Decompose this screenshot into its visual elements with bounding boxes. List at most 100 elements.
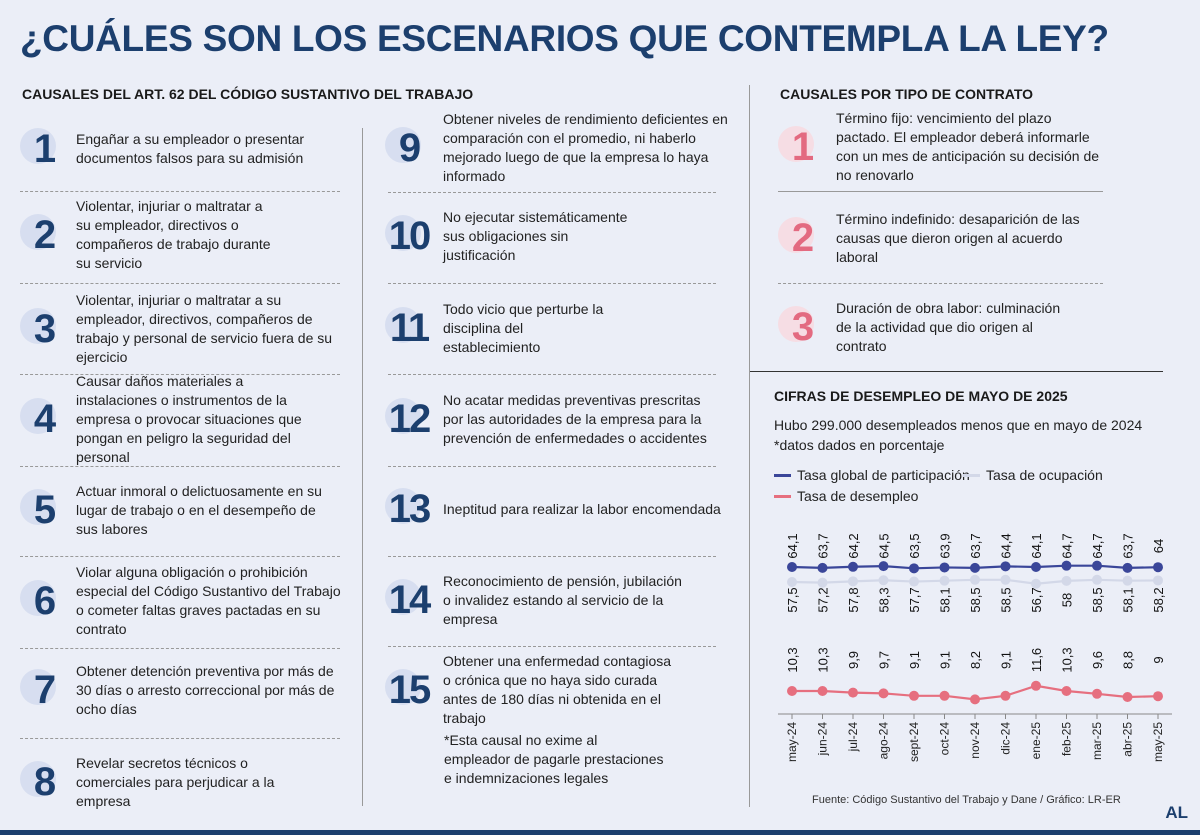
right-heading: CAUSALES POR TIPO DE CONTRATO xyxy=(780,86,1034,102)
data-point xyxy=(909,576,919,587)
data-point xyxy=(1122,575,1133,586)
data-point xyxy=(1061,560,1072,571)
data-point xyxy=(1000,561,1011,572)
number-badge: 15 xyxy=(385,666,433,714)
causal-item-1: 1 Engañar a su empleador o presentar doc… xyxy=(20,125,350,173)
legend-label: Tasa global de participación xyxy=(797,467,970,483)
causal-item-5: 5 Actuar inmoral o delictuosamente en su… xyxy=(20,483,350,537)
x-tick-label: mar-25 xyxy=(1090,722,1104,760)
data-label: 63,5 xyxy=(907,533,922,558)
data-label: 64,7 xyxy=(1060,533,1075,558)
data-label: 10,3 xyxy=(785,647,800,672)
causal-text: Violar alguna obligación o prohibición e… xyxy=(76,564,341,637)
x-tick-label: ago-24 xyxy=(877,722,891,760)
chart-heading: CIFRAS DE DESEMPLEO DE MAYO DE 2025 xyxy=(774,388,1068,404)
data-point xyxy=(1031,562,1041,572)
causal-text: Ineptitud para realizar la labor encomen… xyxy=(443,500,721,517)
data-point xyxy=(1061,575,1072,586)
data-label: 64 xyxy=(1151,539,1166,553)
causal-text: No ejecutar sistemáticamente sus obligac… xyxy=(443,208,628,263)
divider xyxy=(388,646,716,647)
divider xyxy=(20,191,340,192)
number-badge: 1 xyxy=(20,125,68,173)
causal-item-9: 9 Obtener niveles de rendimiento deficie… xyxy=(385,111,740,184)
data-label: 8,2 xyxy=(968,651,983,669)
contrato-text: Duración de obra labor: culminación de l… xyxy=(836,299,1061,354)
divider xyxy=(388,192,716,193)
data-label: 9,9 xyxy=(846,651,861,669)
data-label: 64,7 xyxy=(1090,533,1105,558)
x-tick-label: jun-24 xyxy=(816,722,830,757)
number-badge: 6 xyxy=(20,577,68,625)
data-label: 9 xyxy=(1151,656,1166,663)
data-label: 9,1 xyxy=(938,651,953,669)
x-tick-label: may-24 xyxy=(785,722,799,762)
number-badge: 10 xyxy=(385,212,433,260)
data-label: 64,5 xyxy=(877,533,892,558)
data-label: 63,7 xyxy=(816,533,831,558)
causal-text: Actuar inmoral o delictuosamente en su l… xyxy=(76,482,322,537)
x-tick-label: feb-25 xyxy=(1060,722,1074,756)
divider xyxy=(20,466,340,467)
causal-item-8: 8 Revelar secretos técnicos o comerciale… xyxy=(20,755,350,809)
number-badge: 2 xyxy=(778,214,826,262)
line-chart: may-24 jun-24 jul-24 ago-24 sept-24 oct-24 nov… xyxy=(778,533,1172,762)
data-label: 10,3 xyxy=(1060,647,1075,672)
data-point xyxy=(909,690,919,701)
causal-text: Reconocimiento de pensión, jubilación o … xyxy=(443,572,682,627)
causal-text: No acatar medidas preventivas prescritas… xyxy=(443,391,707,446)
causal-text: Obtener una enfermedad contagiosa o crón… xyxy=(443,653,672,726)
data-point xyxy=(1000,690,1011,701)
x-tick-label: dic-24 xyxy=(999,722,1013,755)
section-divider xyxy=(749,85,750,807)
data-label: 10,3 xyxy=(816,647,831,672)
legend-item-participacion: Tasa global de participación xyxy=(774,467,970,483)
causal-text: Todo vicio que perturbe la disciplina de… xyxy=(443,300,604,355)
data-label: 58,5 xyxy=(1090,587,1105,612)
data-label: 58,3 xyxy=(877,587,892,612)
data-label: 63,7 xyxy=(968,533,983,558)
number-badge: 13 xyxy=(385,485,433,533)
data-point xyxy=(1122,692,1133,702)
x-tick-label: may-25 xyxy=(1151,722,1165,762)
data-label: 64,1 xyxy=(1029,533,1044,558)
divider xyxy=(750,371,1163,372)
causal-text: Engañar a su empleador o presentar docum… xyxy=(76,131,305,166)
legend-item-desempleo: Tasa de desempleo xyxy=(774,488,918,504)
causal-item-15: 15 Obtener una enfermedad contagiosa o c… xyxy=(385,653,735,726)
data-point xyxy=(878,688,889,699)
chart-note: *datos dados en porcentaje xyxy=(774,437,945,453)
data-label: 63,9 xyxy=(938,533,953,558)
divider xyxy=(388,283,716,284)
number-badge: 2 xyxy=(20,211,68,259)
data-label: 9,1 xyxy=(907,651,922,669)
data-point xyxy=(787,562,797,572)
data-point xyxy=(970,574,980,585)
causal-item-6: 6 Violar alguna obligación o prohibición… xyxy=(20,564,360,637)
data-point xyxy=(1092,574,1102,585)
column-divider xyxy=(362,128,363,806)
data-point xyxy=(970,562,980,573)
x-tick-label: jul-24 xyxy=(846,722,860,753)
data-label: 58,5 xyxy=(999,587,1014,612)
legend-item-ocupacion: Tasa de ocupación xyxy=(963,467,1103,483)
data-point xyxy=(878,561,889,572)
chart-subtitle: Hubo 299.000 desempleados menos que en m… xyxy=(774,417,1143,433)
x-tick-label: nov-24 xyxy=(968,722,982,759)
number-badge: 3 xyxy=(20,305,68,353)
data-label: 58 xyxy=(1060,593,1075,607)
number-badge: 5 xyxy=(20,486,68,534)
causal-item-4: 4 Causar daños materiales a instalacione… xyxy=(20,373,350,465)
number-badge: 11 xyxy=(385,304,433,352)
x-tick-label: sept-24 xyxy=(907,722,921,762)
contrato-text: Término fijo: vencimiento del plazo pact… xyxy=(836,110,1100,183)
causal-item-13: 13 Ineptitud para realizar la labor enco… xyxy=(385,485,735,533)
contrato-item-1: 1 Término fijo: vencimiento del plazo pa… xyxy=(778,110,1118,183)
data-label: 57,8 xyxy=(846,587,861,612)
legend-label: Tasa de ocupación xyxy=(986,467,1103,483)
data-point xyxy=(1153,575,1163,586)
contrato-text: Término indefinido: desaparición de las … xyxy=(836,210,1080,265)
number-badge: 9 xyxy=(385,124,433,172)
data-point xyxy=(817,577,828,588)
data-point xyxy=(787,577,797,587)
